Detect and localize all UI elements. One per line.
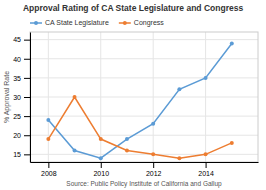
grid-line-y xyxy=(30,58,258,59)
grid-line-y xyxy=(30,39,258,40)
y-tick-label: 35 xyxy=(13,75,21,82)
point xyxy=(151,122,155,126)
y-tick: 40 xyxy=(13,56,30,63)
point xyxy=(177,87,181,91)
point xyxy=(46,118,50,122)
line xyxy=(48,97,231,158)
point xyxy=(230,141,234,145)
y-tick-label: 40 xyxy=(13,56,21,63)
x-tick: 2014 xyxy=(198,162,214,177)
series xyxy=(46,95,233,160)
grid-line-y xyxy=(30,97,258,98)
x-tick: 2008 xyxy=(41,162,57,177)
legend-item: Congress xyxy=(119,19,164,27)
x-tick-label: 2012 xyxy=(146,170,162,177)
y-tick: 15 xyxy=(13,151,30,158)
grid-line-x xyxy=(100,32,101,162)
line xyxy=(48,43,231,158)
grid-line-y xyxy=(30,116,258,117)
y-tick-mark xyxy=(24,40,30,41)
y-tick: 30 xyxy=(13,94,30,101)
grid-line-y xyxy=(30,154,258,155)
grid-line-y xyxy=(30,77,258,78)
point xyxy=(46,137,50,141)
point xyxy=(204,76,208,80)
point xyxy=(151,152,155,156)
y-tick-mark xyxy=(24,135,30,136)
legend: CA State Legislature Congress xyxy=(30,19,164,27)
y-tick-mark xyxy=(24,78,30,79)
grid-line-x xyxy=(48,32,49,162)
point xyxy=(99,137,103,141)
y-tick-label: 30 xyxy=(13,94,21,101)
point xyxy=(73,95,77,99)
y-tick-label: 25 xyxy=(13,113,21,120)
x-axis: 2008 2010 2012 2014 xyxy=(31,162,259,177)
grid xyxy=(30,32,258,162)
point xyxy=(125,149,129,153)
point xyxy=(125,137,129,141)
series xyxy=(46,41,233,160)
point xyxy=(99,156,103,160)
y-tick: 25 xyxy=(13,113,30,120)
x-tick-label: 2008 xyxy=(41,170,57,177)
point xyxy=(204,152,208,156)
y-tick: 20 xyxy=(13,132,30,139)
legend-label: CA State Legislature xyxy=(45,19,109,27)
point xyxy=(230,41,234,45)
y-axis-line xyxy=(30,33,31,163)
x-tick-mark xyxy=(206,162,207,168)
x-tick-label: 2014 xyxy=(198,170,214,177)
legend-item: CA State Legislature xyxy=(30,19,109,27)
x-tick-label: 2010 xyxy=(93,170,109,177)
marks xyxy=(46,41,233,160)
x-tick-mark xyxy=(48,162,49,168)
y-tick-mark xyxy=(24,59,30,60)
title: Approval Rating of CA State Legislature … xyxy=(23,3,244,13)
y-tick: 35 xyxy=(13,75,30,82)
y-tick: 45 xyxy=(13,36,30,43)
y-tick-label: 15 xyxy=(13,151,21,158)
chart: 2008 2010 2012 2014 15 20 25 30 35 40 45 Approval R… xyxy=(0,0,266,190)
legend-marker xyxy=(34,21,38,25)
x-tick: 2010 xyxy=(93,162,109,177)
point xyxy=(177,156,181,160)
grid-line-x xyxy=(205,32,206,162)
x-tick-mark xyxy=(153,162,154,168)
legend-label: Congress xyxy=(134,19,164,27)
plot-area: 2008 2010 2012 2014 15 20 25 30 35 40 45 xyxy=(13,32,258,177)
x-axis-line xyxy=(31,162,259,163)
x-tick-mark xyxy=(101,162,102,168)
grid-line-y xyxy=(30,135,258,136)
y-axis: 15 20 25 30 35 40 45 xyxy=(13,33,30,163)
y-tick-label: 20 xyxy=(13,132,21,139)
plot-frame xyxy=(30,32,258,162)
point xyxy=(73,149,77,153)
y-tick-mark xyxy=(24,154,30,155)
y-tick-mark xyxy=(24,116,30,117)
y-tick-label: 45 xyxy=(13,36,21,43)
y-tick-mark xyxy=(24,97,30,98)
x-tick: 2012 xyxy=(146,162,162,177)
grid-line-x xyxy=(153,32,154,162)
x-axis-title: Source: Public Policy Institute of Calif… xyxy=(66,180,222,188)
y-axis-title: % Approval Rate xyxy=(3,71,11,123)
legend-marker xyxy=(123,21,127,25)
